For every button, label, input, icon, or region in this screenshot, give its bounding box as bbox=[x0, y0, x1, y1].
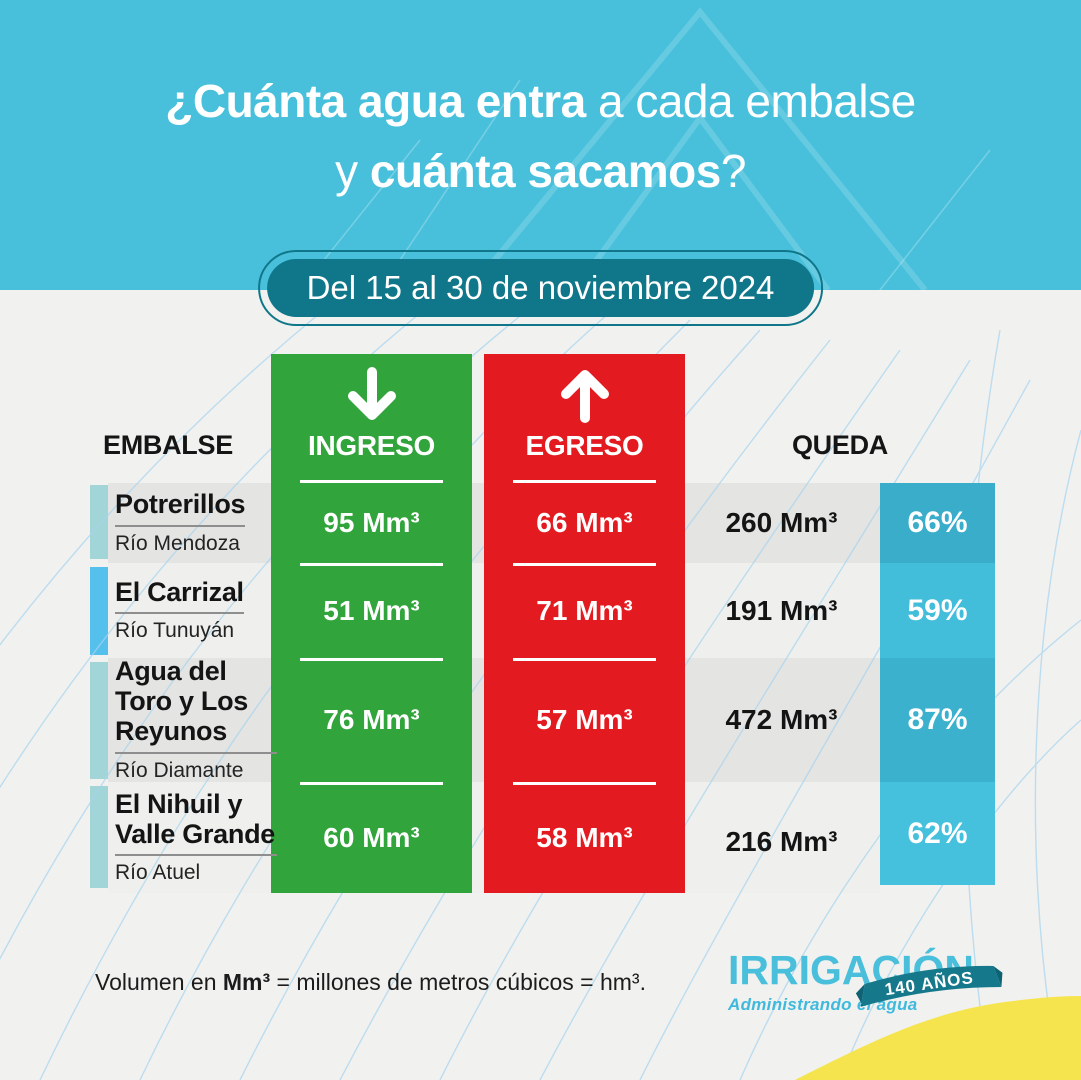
reservoir-name: Agua del Toro y Los Reyunos bbox=[115, 657, 277, 754]
page-title: ¿Cuánta agua entra a cada embalse y cuán… bbox=[0, 66, 1081, 206]
column-header-embalse: EMBALSE bbox=[103, 430, 233, 460]
reservoir-name: Potrerillos bbox=[115, 489, 246, 527]
percent-cell: 59% bbox=[880, 563, 995, 658]
ingreso-value: 60 Mm³ bbox=[323, 822, 420, 853]
column-divider bbox=[513, 658, 656, 661]
row-accent-bar bbox=[90, 786, 108, 888]
column-divider bbox=[513, 480, 656, 483]
column-header-queda: QUEDA bbox=[791, 430, 888, 460]
percent-cell: 66% bbox=[880, 483, 995, 563]
percent-value: 66% bbox=[907, 506, 968, 539]
river-name: Río Tunuyán bbox=[115, 619, 235, 643]
title-line-1: ¿Cuánta agua entra a cada embalse bbox=[165, 75, 916, 127]
column-divider bbox=[513, 782, 656, 785]
egreso-column: EGRESO 66 Mm³ 71 Mm³ 57 Mm³ 58 Mm³ bbox=[484, 354, 685, 893]
reservoir-cell: Potrerillos Río Mendoza bbox=[115, 483, 277, 563]
row-accent-bar bbox=[90, 662, 108, 779]
queda-value: 216 Mm³ bbox=[725, 826, 838, 857]
percent-value: 62% bbox=[907, 816, 968, 850]
percent-cell: 62% bbox=[880, 782, 995, 885]
egreso-value: 71 Mm³ bbox=[536, 595, 633, 626]
river-name: Río Diamante bbox=[115, 758, 244, 782]
egreso-value: 66 Mm³ bbox=[536, 507, 633, 538]
reservoir-name: El Nihuil y Valle Grande bbox=[115, 789, 277, 857]
percent-value: 87% bbox=[907, 703, 968, 736]
arrow-down-icon bbox=[271, 364, 472, 426]
date-range-pill: Del 15 al 30 de noviembre 2024 bbox=[257, 250, 824, 326]
reservoir-cell: El Carrizal Río Tunuyán bbox=[115, 563, 277, 658]
row-accent-bar bbox=[90, 485, 108, 559]
ingreso-value: 95 Mm³ bbox=[323, 507, 420, 538]
ingreso-column: INGRESO 95 Mm³ 51 Mm³ 76 Mm³ 60 Mm³ bbox=[271, 354, 472, 893]
river-name: Río Mendoza bbox=[115, 531, 240, 555]
reservoir-cell: El Nihuil y Valle Grande Río Atuel bbox=[115, 782, 277, 893]
ingreso-value: 76 Mm³ bbox=[323, 704, 420, 735]
reservoir-name: El Carrizal bbox=[115, 577, 244, 615]
arrow-up-icon bbox=[484, 364, 685, 426]
column-divider bbox=[513, 563, 656, 566]
egreso-value: 57 Mm³ bbox=[536, 704, 633, 735]
column-divider bbox=[300, 658, 443, 661]
reservoir-cell: Agua del Toro y Los Reyunos Río Diamante bbox=[115, 657, 277, 782]
percent-cell: 87% bbox=[880, 658, 995, 782]
column-divider bbox=[300, 480, 443, 483]
egreso-value: 58 Mm³ bbox=[536, 822, 633, 853]
queda-value: 260 Mm³ bbox=[725, 507, 838, 538]
percent-value: 59% bbox=[907, 593, 968, 627]
ingreso-header-label: INGRESO bbox=[307, 430, 436, 461]
river-name: Río Atuel bbox=[115, 861, 201, 885]
queda-value: 191 Mm³ bbox=[725, 595, 838, 626]
ingreso-value: 51 Mm³ bbox=[323, 595, 420, 626]
header-banner bbox=[0, 0, 1081, 290]
column-divider bbox=[300, 563, 443, 566]
footer-note: Volumen en Mm³ = millones de metros cúbi… bbox=[95, 969, 646, 995]
row-accent-bar bbox=[90, 567, 108, 655]
column-divider bbox=[300, 782, 443, 785]
queda-value: 472 Mm³ bbox=[725, 704, 838, 735]
title-line-2: y cuánta sacamos? bbox=[335, 145, 746, 197]
egreso-header-label: EGRESO bbox=[525, 430, 644, 461]
